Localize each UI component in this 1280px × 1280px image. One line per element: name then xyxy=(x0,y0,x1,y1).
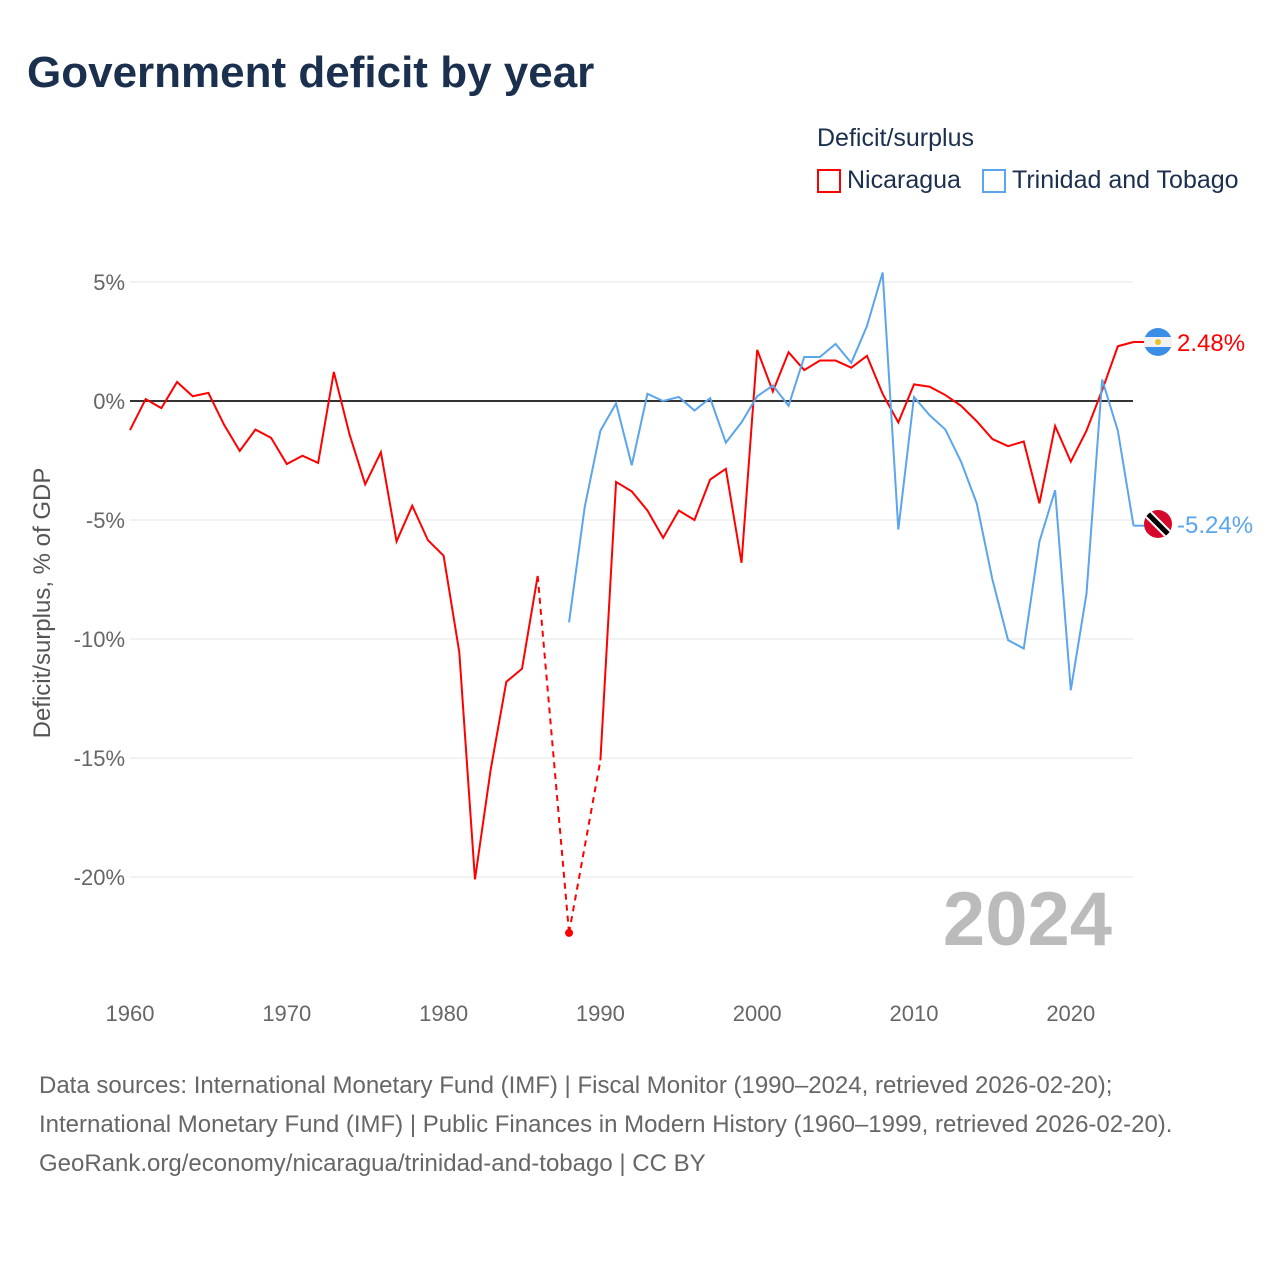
chart-title: Government deficit by year xyxy=(27,48,595,97)
y-tick-label: 5% xyxy=(93,270,125,295)
x-tick-label: 1960 xyxy=(106,1001,155,1026)
data-point xyxy=(565,928,574,937)
legend-swatch xyxy=(817,168,841,193)
legend-item-nicaragua[interactable]: Nicaragua xyxy=(817,166,961,195)
x-tick-label: 2020 xyxy=(1046,1001,1095,1026)
legend-swatch xyxy=(982,168,1006,193)
legend-label: Trinidad and Tobago xyxy=(1012,166,1239,194)
x-tick-label: 1980 xyxy=(419,1001,468,1026)
flag-stripe xyxy=(1144,510,1172,538)
y-tick-label: -15% xyxy=(74,746,125,771)
footer: Data sources: International Monetary Fun… xyxy=(39,1066,1239,1183)
legend-item-trinidad[interactable]: Trinidad and Tobago xyxy=(982,166,1239,195)
series-gap-dashed xyxy=(536,575,571,934)
end-value-label: -5.24% xyxy=(1177,512,1253,539)
chart-plot: 5% 0% -5% -10% -15% -20% 1960 1970 1980 1990 2000 2… xyxy=(29,270,1253,1026)
series-line-1 xyxy=(568,272,1135,691)
series-line-0 xyxy=(129,371,539,880)
legend-title: Deficit/surplus xyxy=(817,124,974,152)
y-tick-label: -5% xyxy=(86,508,125,533)
x-tick-label: 1990 xyxy=(576,1001,625,1026)
y-axis-label: Deficit/surplus, % of GDP xyxy=(29,468,56,739)
x-tick-label: 2010 xyxy=(890,1001,939,1026)
series-gap-dashed xyxy=(568,760,602,934)
legend-label: Nicaragua xyxy=(847,166,961,194)
x-tick-label: 1970 xyxy=(262,1001,311,1026)
y-tick-label: 0% xyxy=(93,389,125,414)
year-watermark: 2024 xyxy=(943,877,1112,962)
end-value-label: 2.48% xyxy=(1177,330,1245,357)
series-line-0 xyxy=(599,341,1134,761)
source-link[interactable]: GeoRank.org/economy/nicaragua/trinidad-a… xyxy=(39,1150,706,1177)
flag-emblem xyxy=(1155,339,1161,345)
y-tick-label: -10% xyxy=(74,627,125,652)
data-sources: Data sources: International Monetary Fun… xyxy=(39,1072,1173,1138)
x-tick-label: 2000 xyxy=(733,1001,782,1026)
y-tick-label: -20% xyxy=(74,865,125,890)
